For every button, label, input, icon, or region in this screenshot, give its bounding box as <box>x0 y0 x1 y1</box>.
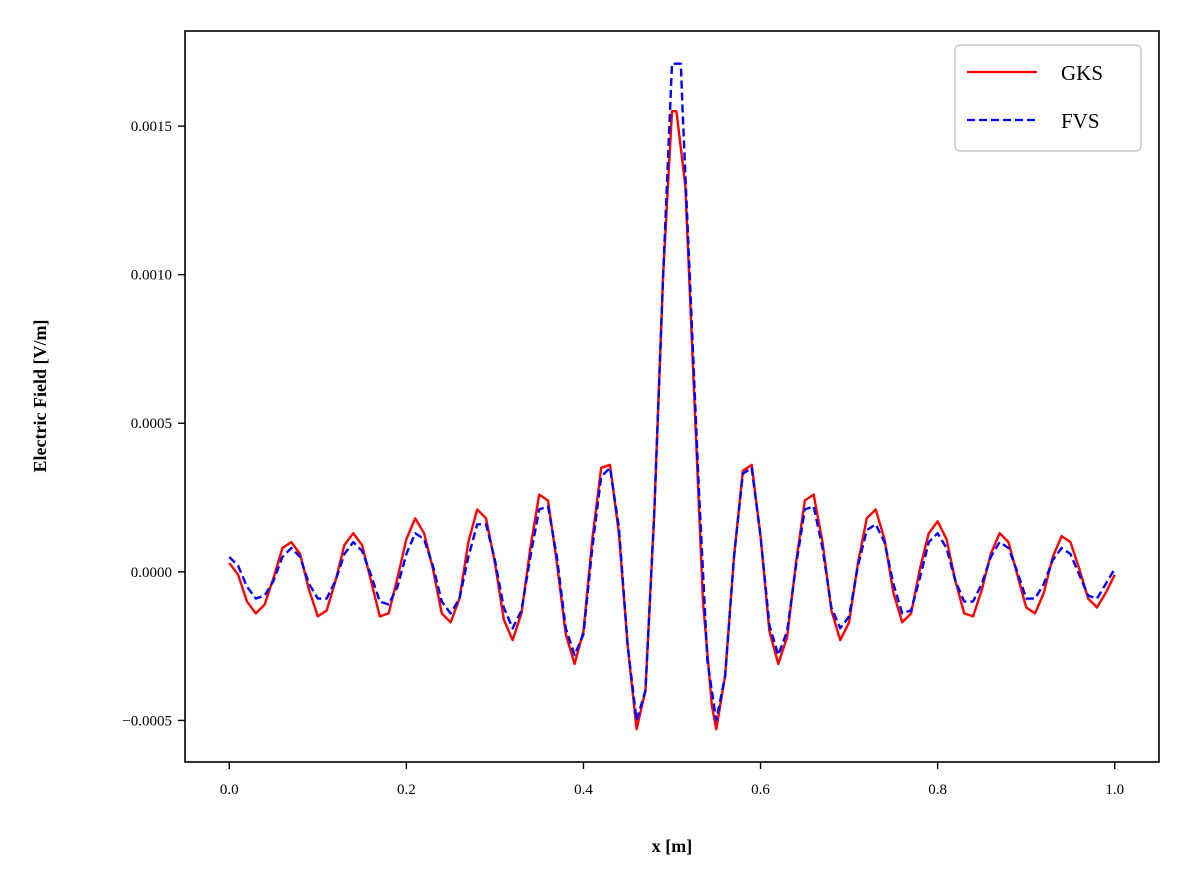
series-fvs-line <box>228 62 1116 722</box>
series-gks-line <box>228 110 1116 731</box>
x-tick-label: 0.0 <box>220 782 239 798</box>
x-tick-label: 1.0 <box>1105 782 1124 798</box>
y-tick-label: −0.0005 <box>122 713 172 729</box>
x-tick-label: 0.4 <box>574 782 593 798</box>
series-layer <box>228 62 1116 731</box>
x-axis: 0.0 0.2 0.4 0.6 0.8 1.0 <box>220 762 1124 798</box>
legend-fvs-label: FVS <box>1061 109 1100 133</box>
y-tick-label: 0.0010 <box>131 268 172 284</box>
plot-area <box>185 31 1159 762</box>
y-tick-label: 0.0015 <box>131 119 172 135</box>
x-tick-label: 0.8 <box>928 782 947 798</box>
legend-gks-label: GKS <box>1061 61 1103 85</box>
legend: GKS FVS <box>954 44 1142 152</box>
legend-box <box>954 44 1142 152</box>
x-tick-label: 0.6 <box>751 782 770 798</box>
y-axis-label: Electric Field [V/m] <box>30 320 50 473</box>
y-axis: −0.0005 0.0000 0.0005 0.0010 0.0015 <box>122 119 185 729</box>
y-tick-label: 0.0000 <box>131 565 172 581</box>
y-tick-label: 0.0005 <box>131 416 172 432</box>
plot-frame <box>184 30 1160 763</box>
x-axis-label: x [m] <box>652 836 692 856</box>
x-tick-label: 0.2 <box>397 782 416 798</box>
